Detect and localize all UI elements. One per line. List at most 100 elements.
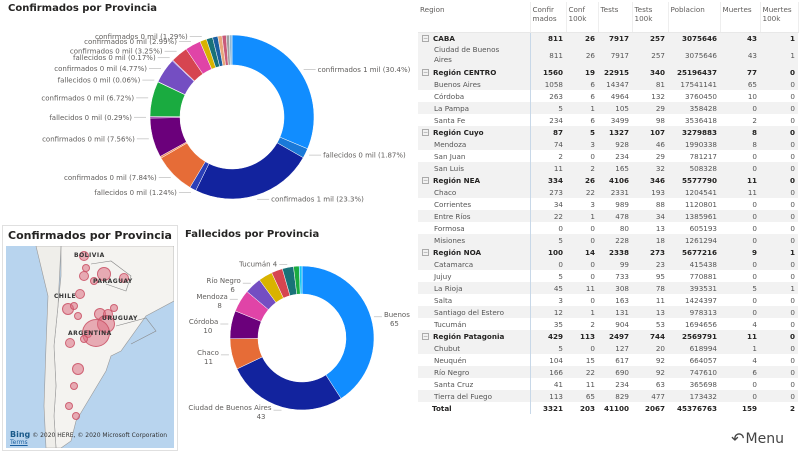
cell-value: 1204541 — [668, 186, 720, 198]
cell-value: 12 — [530, 306, 566, 318]
table-row[interactable]: La Pampa 5 1 105 29 358428 0 0 — [418, 102, 798, 114]
table-row[interactable]: Santa Cruz 41 11 234 63 365698 0 0 — [418, 378, 798, 390]
map-bubble[interactable] — [79, 251, 89, 261]
donut2-slice[interactable] — [301, 265, 375, 399]
column-header[interactable]: Region — [418, 2, 531, 33]
table-group-row[interactable]: − Región NEA 334 26 4106 346 5577790 11 0 — [418, 174, 798, 186]
table-row[interactable]: Ciudad de Buenos Aires 811 26 7917 257 307564… — [418, 44, 798, 66]
map-bubble[interactable] — [90, 277, 98, 285]
collapse-icon[interactable]: − — [422, 35, 429, 43]
column-header[interactable]: Muertes — [720, 2, 761, 33]
map-bubble[interactable] — [82, 319, 110, 347]
column-header[interactable]: Conf 100k — [566, 2, 599, 33]
cell-value: 0 — [590, 295, 595, 305]
cell-value: 904 — [615, 319, 629, 329]
table-row[interactable]: Santiago del Estero 12 1 131 13 978313 0 0 — [418, 306, 798, 318]
table-row[interactable]: San Juan 2 0 234 29 781217 0 0 — [418, 150, 798, 162]
cell-value: 234 — [615, 379, 629, 389]
map-bubble[interactable] — [70, 302, 78, 310]
table-total-row[interactable]: Total 3321 203 41100 2067 45376763 159 2 — [418, 402, 798, 414]
province-name: Corrientes — [434, 199, 472, 209]
donut2-category-label: Córdoba — [189, 318, 218, 326]
table-row[interactable]: Buenos Aires 1058 6 14347 81 17541141 65 0 — [418, 78, 798, 90]
table-row[interactable]: Salta 3 0 163 11 1424397 0 0 — [418, 294, 798, 306]
donut2-value-label: 6 — [230, 286, 235, 294]
column-header[interactable]: Poblacion — [668, 2, 721, 33]
map-bubble[interactable] — [65, 338, 75, 348]
table-row[interactable]: Santa Fe 234 6 3499 98 3536418 2 0 — [418, 114, 798, 126]
cell-value: 690 — [598, 366, 632, 378]
map-bubble[interactable] — [72, 412, 80, 420]
cell-value: 77 — [720, 66, 760, 78]
province-name: Salta — [434, 295, 453, 305]
table-group-row[interactable]: − Región Cuyo 87 5 1327 107 3279883 8 0 — [418, 126, 798, 138]
map-bubble[interactable] — [70, 382, 78, 390]
map-bubble[interactable] — [72, 363, 84, 375]
donut-confirmados-title: Confirmados por Provincia — [8, 3, 158, 14]
table-row[interactable]: Chaco 273 22 2331 193 1204541 11 0 — [418, 186, 798, 198]
table-row[interactable]: Misiones 5 0 228 18 1261294 0 0 — [418, 234, 798, 246]
row-label: San Luis — [418, 162, 531, 174]
cell-value: 978313 — [668, 306, 720, 318]
table-row[interactable]: San Luis 11 2 165 32 508328 0 0 — [418, 162, 798, 174]
table-group-row[interactable]: − Región CENTRO 1560 19 22915 340 25196437 77 0 — [418, 66, 798, 78]
cell-value: 35 — [553, 319, 563, 329]
cell-value: 1560 — [530, 66, 566, 78]
row-label: Corrientes — [418, 198, 531, 210]
map-bubble[interactable] — [110, 304, 118, 312]
table-group-row[interactable]: − Región NOA 100 14 2338 273 5677216 9 1 — [418, 246, 798, 258]
map-bubble[interactable] — [75, 289, 85, 299]
table-body: − CABA 811 26 7917 257 3075646 43 1 Ciudad de Bue… — [418, 32, 798, 414]
map-bubble[interactable] — [65, 402, 73, 410]
table-row[interactable]: Córdoba 263 6 4964 132 3760450 10 0 — [418, 90, 798, 102]
table-row[interactable]: Catamarca 0 0 99 23 415438 0 0 — [418, 258, 798, 270]
cell-value: 0 — [760, 342, 798, 354]
table-row[interactable]: Tucumán 35 2 904 53 1694656 4 0 — [418, 318, 798, 330]
map-bubble[interactable] — [74, 312, 82, 320]
donut1-slice[interactable] — [195, 142, 304, 200]
collapse-icon[interactable]: − — [422, 69, 429, 76]
collapse-icon[interactable]: − — [422, 129, 429, 136]
column-header[interactable]: Muertes 100k — [760, 2, 799, 33]
cell-value: 17541141 — [668, 78, 720, 90]
column-header[interactable]: Tests — [598, 2, 633, 33]
cell-value: 3536418 — [684, 115, 717, 125]
collapse-icon[interactable]: − — [422, 249, 429, 256]
cell-value: 25196437 — [668, 66, 720, 78]
column-header[interactable]: Confir mados — [530, 2, 567, 33]
map-bubble[interactable] — [79, 271, 89, 281]
table-row[interactable]: Formosa 0 0 80 13 605193 0 0 — [418, 222, 798, 234]
donut1-slice[interactable] — [229, 34, 233, 66]
table-row[interactable]: Río Negro 166 22 690 92 747610 6 0 — [418, 366, 798, 378]
table-group-row[interactable]: − Región Patagonia 429 113 2497 744 2569791 11 0 — [418, 330, 798, 342]
donut2-slice[interactable] — [236, 356, 342, 411]
map-bubble[interactable] — [80, 335, 88, 343]
table-row[interactable]: Neuquén 104 15 617 92 664057 4 0 — [418, 354, 798, 366]
map-canvas[interactable]: BOLIVIA PARAGUAY CHILE URUGUAY ARGENTINA… — [6, 246, 174, 448]
cell-value: 2 — [558, 151, 563, 161]
table-row[interactable]: Corrientes 34 3 989 88 1120801 0 0 — [418, 198, 798, 210]
table-row[interactable]: Mendoza 74 3 928 46 1990338 8 0 — [418, 138, 798, 150]
terms-link[interactable]: Terms — [10, 439, 28, 446]
map-bubble[interactable] — [119, 273, 129, 283]
table-row[interactable]: Jujuy 5 0 733 95 770881 0 0 — [418, 270, 798, 282]
table-row[interactable]: Tierra del Fuego 113 65 829 477 173432 0 0 — [418, 390, 798, 402]
table-row[interactable]: La Rioja 45 11 308 78 393531 5 1 — [418, 282, 798, 294]
table-group-row[interactable]: − CABA 811 26 7917 257 3075646 43 1 — [418, 32, 798, 44]
cell-value: 87 — [530, 126, 566, 138]
collapse-icon[interactable]: − — [422, 177, 429, 184]
cell-value: 43 — [720, 44, 760, 66]
cell-value: 105 — [598, 102, 632, 114]
donut2-slice[interactable] — [298, 265, 303, 295]
collapse-icon[interactable]: − — [422, 333, 429, 340]
cell-value: 131 — [598, 306, 632, 318]
donut1-slice[interactable] — [231, 34, 315, 150]
cell-value: 829 — [598, 390, 632, 402]
map-bubble[interactable] — [97, 267, 111, 281]
column-header[interactable]: Tests 100k — [632, 2, 669, 33]
cell-value: 3499 — [610, 115, 629, 125]
menu-button[interactable]: ↶ Menu — [731, 429, 784, 448]
table-row[interactable]: Entre Ríos 22 1 478 34 1385961 0 0 — [418, 210, 798, 222]
table-row[interactable]: Chubut 5 0 127 20 618994 1 0 — [418, 342, 798, 354]
cell-value: 2331 — [598, 186, 632, 198]
